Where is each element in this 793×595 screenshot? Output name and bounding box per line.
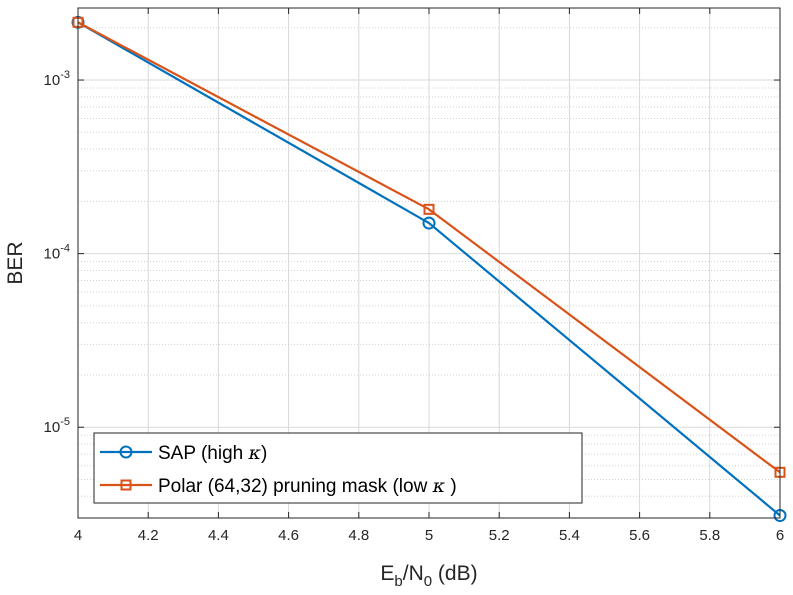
legend-marker-shape (119, 445, 133, 459)
x-tick-label: 4.6 (278, 527, 299, 544)
x-axis-label-rest: (dB) (432, 562, 478, 585)
y-tick-label: 10-4 (44, 243, 70, 263)
y-tick-label: 10-5 (44, 416, 70, 436)
legend: SAP (high κ) Polar (64,32) pruning mask … (93, 432, 583, 504)
x-tick-label: 4.4 (208, 527, 229, 544)
x-tick-label: 4.8 (348, 527, 369, 544)
data-point (423, 203, 435, 215)
x-tick-label: 5.6 (629, 527, 650, 544)
legend-entry-polar: Polar (64,32) pruning mask (low κ ) (100, 475, 457, 497)
legend-box (93, 432, 583, 504)
data-point (422, 216, 436, 230)
y-tick-label: 10-3 (44, 69, 70, 89)
x-tick-label: 5.4 (559, 527, 580, 544)
x-tick-label: 5 (425, 527, 433, 544)
legend-marker-sap (119, 445, 133, 459)
x-tick-label: 5.8 (699, 527, 720, 544)
y-axis-label: BER (4, 241, 27, 284)
x-axis-label-sub2: 0 (424, 573, 432, 590)
tick-labels: 4 4.2 4.4 4.6 4.8 5 5.2 5.4 5.6 5.8 6 10-3 10-4 10-5 (44, 8, 784, 544)
legend-marker-polar (120, 479, 132, 491)
legend-entry-sap: SAP (high κ) (100, 442, 267, 464)
x-tick-label: 4 (74, 527, 82, 544)
legend-marker-shape (120, 479, 132, 491)
x-tick-label: 6 (776, 527, 784, 544)
x-axis-label-mid: /N (403, 562, 424, 585)
x-tick-label: 5.2 (489, 527, 510, 544)
legend-label-polar: Polar (64,32) pruning mask (low κ ) (158, 475, 457, 497)
legend-label-sap: SAP (high κ) (158, 442, 267, 464)
series-line (77, 21, 781, 474)
x-axis-label-base: E (380, 562, 394, 585)
series-line (77, 21, 781, 517)
x-tick-label: 4.2 (138, 527, 159, 544)
x-axis-label: Eb/N0 (dB) (380, 562, 477, 590)
x-axis-label-sub1: b (394, 573, 402, 590)
